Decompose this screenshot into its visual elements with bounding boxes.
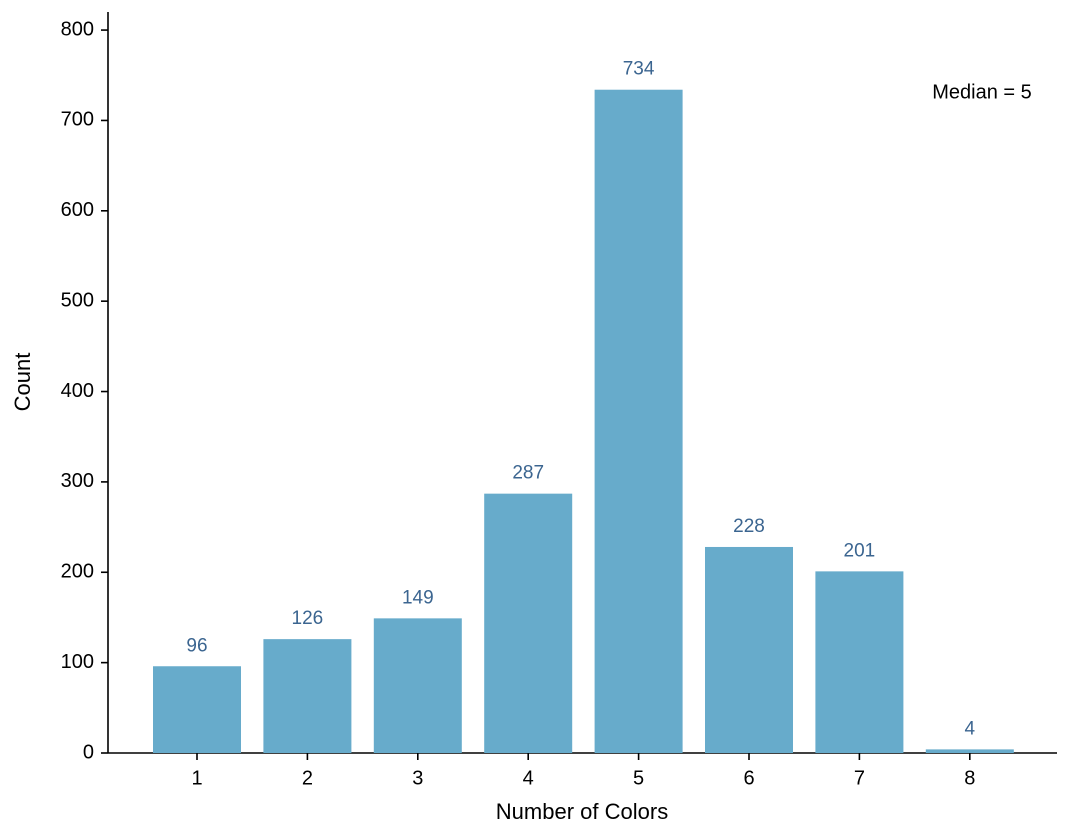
y-tick-label: 0 [83, 741, 94, 763]
value-label: 126 [292, 608, 324, 629]
y-tick-label: 700 [61, 109, 94, 131]
y-tick-label: 400 [61, 380, 94, 402]
x-tick-label: 7 [854, 767, 865, 789]
bar [373, 618, 462, 753]
y-tick-label: 200 [61, 561, 94, 583]
y-tick-label: 600 [61, 199, 94, 221]
y-tick-label: 100 [61, 651, 94, 673]
annotation: Median = 5 [932, 81, 1032, 103]
bar [925, 749, 1014, 753]
value-label: 4 [965, 718, 976, 739]
x-tick-label: 5 [633, 767, 644, 789]
bar [705, 546, 793, 753]
y-tick-label: 800 [61, 18, 94, 40]
bar [484, 493, 573, 753]
bar [263, 639, 352, 753]
value-label: 201 [844, 540, 876, 561]
bar [153, 666, 241, 753]
value-label: 287 [512, 463, 544, 484]
value-label: 149 [402, 587, 434, 608]
y-axis-label: Count [10, 353, 35, 412]
x-tick-label: 6 [743, 767, 754, 789]
x-tick-label: 4 [523, 767, 534, 789]
y-tick-label: 500 [61, 289, 94, 311]
x-tick-label: 8 [964, 767, 975, 789]
x-tick-label: 1 [191, 767, 202, 789]
bar [815, 571, 904, 753]
y-tick-label: 300 [61, 470, 94, 492]
value-label: 96 [186, 635, 207, 656]
bar [594, 89, 683, 753]
value-label: 734 [623, 59, 655, 80]
x-tick-label: 3 [412, 767, 423, 789]
value-label: 228 [733, 516, 765, 537]
x-tick-label: 2 [302, 767, 313, 789]
x-axis-label: Number of Colors [496, 799, 668, 824]
